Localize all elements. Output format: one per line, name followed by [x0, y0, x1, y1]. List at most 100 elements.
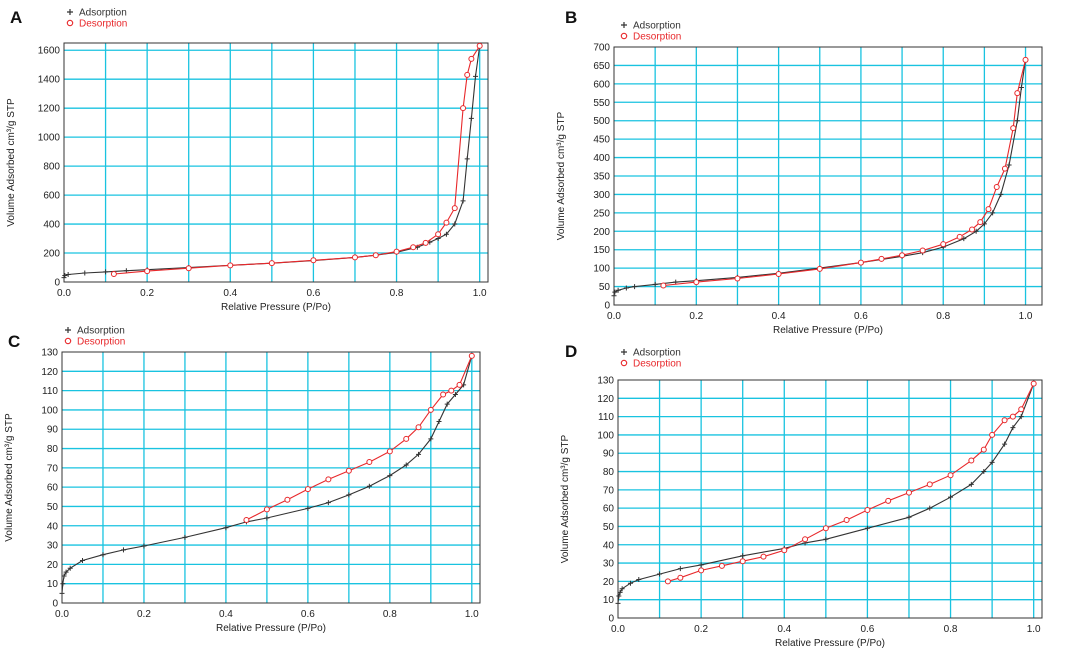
- y-tick-label: 700: [593, 43, 610, 54]
- x-tick-label: 0.8: [944, 624, 958, 635]
- adsorption-point: [617, 589, 623, 595]
- desorption-point: [693, 279, 700, 286]
- x-tick-label: 0.2: [137, 609, 151, 620]
- y-tick-label: 60: [603, 504, 615, 515]
- desorption-point: [781, 547, 788, 554]
- desorption-point: [1018, 406, 1025, 413]
- adsorption-point: [79, 558, 85, 564]
- desorption-point: [660, 282, 667, 289]
- y-tick-label: 1000: [38, 133, 61, 144]
- desorption-point: [864, 506, 871, 513]
- adsorption-point: [120, 547, 126, 553]
- legend-plus-marker: [67, 9, 73, 15]
- desorption-point: [822, 525, 829, 532]
- y-tick-label: 30: [47, 541, 59, 552]
- y-tick-label: 1200: [38, 104, 61, 115]
- panel-letter: D: [565, 342, 577, 361]
- panel-letter: B: [565, 8, 577, 27]
- desorption-point: [440, 391, 447, 398]
- y-tick-label: 100: [597, 430, 614, 441]
- y-tick-label: 100: [41, 405, 58, 416]
- adsorption-point: [468, 115, 474, 121]
- adsorption-point: [652, 281, 658, 287]
- adsorption-point: [961, 236, 967, 242]
- adsorption-point: [636, 577, 642, 583]
- y-tick-label: 70: [47, 463, 59, 474]
- y-axis-title: Volume Adsorbed cm³/g STP: [6, 98, 17, 227]
- desorption-point: [989, 431, 996, 438]
- legend-adsorption: Adsorption: [79, 8, 127, 19]
- desorption-point: [878, 255, 885, 262]
- panel-b: 0 50 100 150 200 250 300 350 400 450 500 550 600 650 7…: [556, 8, 1043, 336]
- adsorption-point: [864, 525, 870, 531]
- adsorption-point: [927, 505, 933, 511]
- desorption-point: [977, 219, 984, 226]
- desorption-point: [448, 387, 455, 394]
- desorption-point: [386, 448, 393, 455]
- adsorption-point: [82, 270, 88, 276]
- legend-plus-marker: [65, 327, 71, 333]
- desorption-point: [1010, 125, 1017, 132]
- plot-frame: [613, 46, 1043, 306]
- adsorption-point: [616, 593, 622, 599]
- desorption-point: [885, 497, 892, 504]
- panel-c: 0 10 20 30 40 50 60 70 80 90 100 110 120 130 0.0 0.2 0.4…: [4, 326, 481, 634]
- desorption-point: [144, 268, 151, 275]
- y-tick-label: 0: [608, 614, 614, 625]
- x-tick-label: 0.6: [301, 609, 315, 620]
- adsorption-point: [615, 287, 621, 293]
- y-tick-label: 100: [593, 264, 610, 275]
- desorption-point: [993, 184, 1000, 191]
- x-tick-label: 0.4: [777, 624, 791, 635]
- y-tick-label: 200: [43, 249, 60, 260]
- desorption-point: [422, 239, 429, 246]
- desorption-point: [325, 476, 332, 483]
- y-tick-label: 120: [597, 394, 614, 405]
- adsorption-point: [223, 525, 229, 531]
- y-tick-label: 30: [603, 559, 615, 570]
- desorption-point: [464, 71, 471, 78]
- adsorption-point: [59, 590, 65, 596]
- desorption-point: [947, 472, 954, 479]
- y-tick-label: 90: [47, 425, 59, 436]
- adsorption-point: [623, 285, 629, 291]
- plot-frame: [61, 351, 481, 604]
- x-tick-label: 1.0: [1027, 624, 1041, 635]
- desorption-point: [443, 219, 450, 226]
- y-tick-label: 300: [593, 190, 610, 201]
- plot-frame: [617, 379, 1043, 619]
- desorption-point: [110, 271, 117, 278]
- x-tick-label: 0.8: [390, 288, 404, 299]
- x-tick-label: 1.0: [1019, 311, 1033, 322]
- adsorption-point: [698, 562, 704, 568]
- adsorption-point: [61, 573, 67, 579]
- x-tick-label: 0.6: [860, 624, 874, 635]
- x-tick-label: 0.2: [694, 624, 708, 635]
- desorption-point: [393, 248, 400, 255]
- desorption-point: [760, 553, 767, 560]
- y-tick-label: 70: [603, 485, 615, 496]
- adsorption-point: [67, 565, 73, 571]
- panel-d: 0 10 20 30 40 50 60 70 80 90 100 110 120 130 0.0 0.2 0.4…: [560, 342, 1043, 649]
- adsorption-point: [428, 436, 434, 442]
- y-tick-label: 110: [42, 386, 58, 397]
- x-tick-label: 0.8: [383, 609, 397, 620]
- legend-adsorption: Adsorption: [633, 348, 681, 359]
- desorption-point: [263, 506, 270, 513]
- adsorption-point: [473, 73, 479, 79]
- desorption-point: [843, 517, 850, 524]
- adsorption-line: [617, 383, 1035, 604]
- adsorption-point: [657, 571, 663, 577]
- adsorption-point: [1018, 414, 1024, 420]
- desorption-point: [775, 271, 782, 278]
- y-tick-label: 90: [603, 449, 615, 460]
- desorption-line: [663, 59, 1027, 287]
- y-tick-label: 130: [41, 348, 58, 359]
- adsorption-point: [103, 269, 109, 275]
- desorption-point: [985, 206, 992, 213]
- adsorption-point: [387, 473, 393, 479]
- desorption-point: [310, 257, 317, 264]
- x-tick-label: 0.0: [611, 624, 625, 635]
- y-tick-label: 110: [598, 412, 614, 423]
